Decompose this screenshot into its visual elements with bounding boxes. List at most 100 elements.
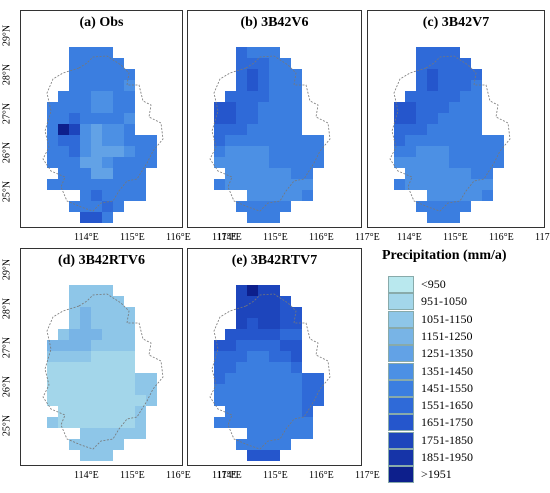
grid-cell: [460, 135, 471, 146]
grid-cell: [438, 179, 449, 190]
grid-cell: [471, 69, 482, 80]
grid-cell: [405, 157, 416, 168]
grid-cell: [416, 124, 427, 135]
grid-cell: [214, 373, 225, 384]
grid-cell: [258, 450, 269, 461]
grid-cell: [225, 384, 236, 395]
grid-cell: [280, 340, 291, 351]
grid-cell: [236, 406, 247, 417]
grid-cell: [313, 373, 324, 384]
grid-cell: [247, 307, 258, 318]
grid-cell: [47, 340, 58, 351]
grid-cell: [427, 190, 438, 201]
legend-item: 1251-1350: [388, 345, 538, 363]
grid-cell: [124, 307, 135, 318]
grid-cell: [102, 91, 113, 102]
legend-item: >1951: [388, 466, 538, 484]
panel-title: (d) 3B42RTV6: [57, 253, 145, 268]
grid-cell: [416, 102, 427, 113]
grid-cell: [247, 395, 258, 406]
x-tick-label: 116°E: [166, 232, 191, 243]
grid-cell: [102, 450, 113, 461]
grid-cell: [427, 69, 438, 80]
grid-cell: [258, 47, 269, 58]
grid-cell: [460, 124, 471, 135]
grid-cell: [236, 340, 247, 351]
grid-cell: [291, 428, 302, 439]
grid-cell: [247, 124, 258, 135]
grid-cell: [102, 146, 113, 157]
grid-cell: [269, 113, 280, 124]
grid-cell: [146, 373, 157, 384]
grid-cell: [113, 201, 124, 212]
map-frame: (e) 3B42RTV7: [187, 248, 362, 466]
basin-boundary: [389, 55, 511, 212]
grid-cell: [405, 102, 416, 113]
legend-swatch: [388, 362, 414, 380]
panel-e: (e) 3B42RTV7: [185, 242, 365, 493]
grid-cell: [58, 146, 69, 157]
grid-cell: [302, 146, 313, 157]
grid-cell: [69, 406, 80, 417]
grid-cell: [405, 91, 416, 102]
grid-cell: [236, 395, 247, 406]
grid-cell: [236, 296, 247, 307]
legend-swatch: [388, 431, 414, 449]
grid-cell: [69, 146, 80, 157]
grid-cell: [91, 351, 102, 362]
x-tick-label: 114°E: [74, 470, 99, 481]
grid-cell: [69, 124, 80, 135]
grid-cell: [146, 146, 157, 157]
grid-cell: [236, 384, 247, 395]
legend-title: Precipitation (mm/a): [382, 248, 507, 263]
grid-cell: [102, 47, 113, 58]
grid-cell: [91, 113, 102, 124]
basin-boundary: [42, 293, 164, 450]
grid-cell: [438, 124, 449, 135]
grid-cell: [258, 296, 269, 307]
grid-cell: [258, 201, 269, 212]
grid-cell: [269, 329, 280, 340]
grid-cell: [269, 450, 280, 461]
grid-cell: [302, 190, 313, 201]
grid-cell: [438, 80, 449, 91]
grid-cell: [438, 201, 449, 212]
grid-cell: [394, 179, 405, 190]
grid-cell: [247, 406, 258, 417]
grid-cell: [291, 406, 302, 417]
grid-cell: [225, 135, 236, 146]
legend-item: 951-1050: [388, 293, 538, 311]
grid-cell: [280, 439, 291, 450]
grid-cell: [247, 318, 258, 329]
basin-boundary: [209, 293, 331, 450]
grid-cell: [416, 113, 427, 124]
grid-cell: [247, 102, 258, 113]
map-frame: (b) 3B42V6: [187, 10, 362, 228]
grid-cell: [269, 201, 280, 212]
grid-cell: [58, 135, 69, 146]
grid-cell: [124, 146, 135, 157]
grid-cell: [247, 340, 258, 351]
grid-cell: [113, 135, 124, 146]
grid-cell: [269, 135, 280, 146]
grid-cell: [69, 318, 80, 329]
grid-cell: [225, 168, 236, 179]
basin-boundary: [209, 55, 331, 212]
legend-label: 1551-1650: [421, 398, 473, 413]
grid-cell: [47, 179, 58, 190]
grid-cell: [493, 146, 504, 157]
grid-cell: [258, 395, 269, 406]
grid-cell: [102, 406, 113, 417]
grid-cell: [124, 179, 135, 190]
grid-cell: [405, 113, 416, 124]
grid-cell: [58, 384, 69, 395]
grid-cell: [225, 102, 236, 113]
grid-cell: [102, 168, 113, 179]
grid-cell: [405, 146, 416, 157]
grid-cell: [247, 168, 258, 179]
grid-cell: [313, 157, 324, 168]
grid-cell: [427, 168, 438, 179]
grid-cell: [471, 135, 482, 146]
grid-cell: [69, 439, 80, 450]
grid-cell: [236, 417, 247, 428]
